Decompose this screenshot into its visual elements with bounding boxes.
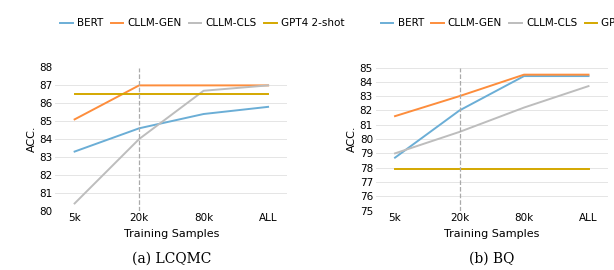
GPT4 2-shot: [200, 93, 208, 96]
CLLM-CLS: [391, 152, 398, 155]
BERT: [71, 150, 79, 153]
Title: (a) LCQMC: (a) LCQMC: [131, 251, 211, 265]
CLLM-CLS: [136, 137, 143, 141]
GPT4 2-shot: [456, 167, 463, 171]
CLLM-CLS: [456, 130, 463, 134]
GPT4 2-shot: [391, 167, 398, 171]
Line: CLLM-CLS: CLLM-CLS: [75, 85, 268, 203]
CLLM-GEN: [71, 118, 79, 121]
X-axis label: Training Samples: Training Samples: [123, 229, 219, 239]
Line: CLLM-CLS: CLLM-CLS: [395, 86, 588, 153]
GPT4 2-shot: [520, 167, 527, 171]
Title: (b) BQ: (b) BQ: [469, 251, 515, 265]
CLLM-CLS: [585, 85, 592, 88]
CLLM-GEN: [265, 84, 272, 87]
BERT: [136, 127, 143, 130]
CLLM-CLS: [71, 202, 79, 205]
BERT: [391, 156, 398, 159]
CLLM-GEN: [520, 73, 527, 76]
CLLM-GEN: [456, 94, 463, 98]
CLLM-GEN: [585, 73, 592, 76]
BERT: [520, 75, 527, 78]
Y-axis label: ACC.: ACC.: [26, 126, 36, 152]
X-axis label: Training Samples: Training Samples: [444, 229, 540, 239]
Line: CLLM-GEN: CLLM-GEN: [395, 75, 588, 116]
GPT4 2-shot: [136, 93, 143, 96]
GPT4 2-shot: [71, 93, 79, 96]
CLLM-CLS: [200, 89, 208, 92]
Line: CLLM-GEN: CLLM-GEN: [75, 85, 268, 119]
Legend: BERT, CLLM-GEN, CLLM-CLS, GPT4 2-shot: BERT, CLLM-GEN, CLLM-CLS, GPT4 2-shot: [381, 18, 614, 28]
BERT: [265, 105, 272, 109]
Line: BERT: BERT: [395, 76, 588, 158]
CLLM-GEN: [391, 114, 398, 118]
CLLM-CLS: [520, 106, 527, 109]
CLLM-GEN: [136, 84, 143, 87]
CLLM-GEN: [200, 84, 208, 87]
Line: BERT: BERT: [75, 107, 268, 151]
BERT: [585, 75, 592, 78]
CLLM-CLS: [265, 84, 272, 87]
BERT: [200, 112, 208, 116]
GPT4 2-shot: [585, 167, 592, 171]
GPT4 2-shot: [265, 93, 272, 96]
Y-axis label: ACC.: ACC.: [347, 126, 357, 152]
BERT: [456, 109, 463, 112]
Legend: BERT, CLLM-GEN, CLLM-CLS, GPT4 2-shot: BERT, CLLM-GEN, CLLM-CLS, GPT4 2-shot: [60, 18, 344, 28]
